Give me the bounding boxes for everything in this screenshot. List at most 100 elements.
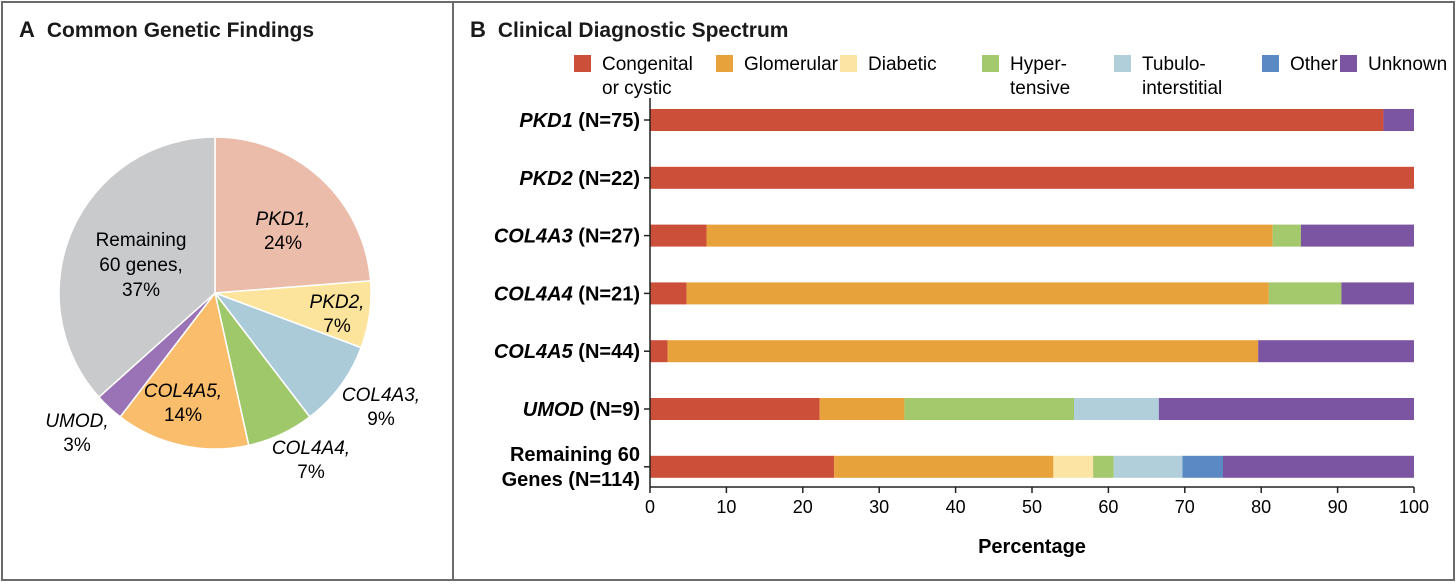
pie-label-value: 7% xyxy=(323,316,351,337)
category-label-remaining-60: Remaining 60 Genes (N=114) xyxy=(502,444,640,491)
pie-label-col4a3: COL4A3, 9% xyxy=(342,385,420,430)
legend-item-tubulointerstitial: Tubulo-interstitial xyxy=(1114,54,1222,99)
bar-segment-umod-glomerular xyxy=(819,398,905,420)
bar-segment-remaining-60-unknown xyxy=(1223,455,1414,478)
legend-item-congenital-or-cystic: Congenital or cystic xyxy=(574,54,693,99)
category-gene: COL4A3 xyxy=(494,226,573,248)
category-label-text: PKD2 (N=22) xyxy=(519,168,640,190)
x-tick-label: 80 xyxy=(1251,497,1271,517)
legend-label: tensive xyxy=(1010,78,1070,99)
bar-segment-col4a3-unknown xyxy=(1300,224,1414,247)
pie-label-text: COL4A4, xyxy=(272,438,350,459)
panel-b: B Clinical Diagnostic Spectrum Congenital… xyxy=(452,1,1455,581)
legend-swatch xyxy=(716,55,733,72)
legend-swatch xyxy=(840,55,857,72)
pie-label-col4a5: COL4A5, 14% xyxy=(144,381,222,426)
x-tick-label: 60 xyxy=(1098,497,1118,517)
bar-chart: Congenital or cystic Glomerular Diabetic Hyp… xyxy=(494,54,1447,558)
bar-segment-col4a5-congenital-or-cystic xyxy=(650,340,668,363)
pie-label-umod: UMOD, 3% xyxy=(45,411,108,456)
category-label-text: COL4A4 (N=21) xyxy=(494,283,640,305)
pie-label-value: 24% xyxy=(264,233,302,254)
x-tick-label: 90 xyxy=(1328,497,1348,517)
pie-label-value: 9% xyxy=(367,409,395,430)
legend-label: Hyper- xyxy=(1010,54,1067,75)
legend-label: Diabetic xyxy=(868,54,937,75)
legend-label: Tubulo- xyxy=(1142,54,1206,75)
legend-swatch xyxy=(1262,55,1279,72)
pie-slice-col4a3 xyxy=(212,291,363,418)
category-label-text: COL4A3 (N=27) xyxy=(494,226,640,248)
pie-label-remaining-60-genes: Remaining 60 genes, 37% xyxy=(96,230,187,301)
panel-a-title-text: Common Genetic Findings xyxy=(46,19,315,42)
x-tick-label: 20 xyxy=(793,497,813,517)
category-label-text: UMOD (N=9) xyxy=(523,399,640,421)
pie-label-col4a4: COL4A4, 7% xyxy=(272,438,350,483)
bar-segment-pkd1-unknown xyxy=(1383,109,1414,131)
legend-swatch xyxy=(982,55,999,72)
category-label-text: Remaining 60 xyxy=(510,444,640,466)
x-tick-label: 70 xyxy=(1175,497,1195,517)
pie-label-pkd1: PKD1, 24% xyxy=(256,209,311,254)
category-gene: PKD2 xyxy=(519,168,572,190)
bar-segment-umod-unknown xyxy=(1158,398,1414,420)
panel-a: A Common Genetic Findings PKD1, 24% PKD2, 7%… xyxy=(1,1,454,581)
category-n: (N=44) xyxy=(573,341,640,363)
x-tick-label: 10 xyxy=(716,497,736,517)
pie-slice-pkd1 xyxy=(214,136,372,294)
x-tick-label: 50 xyxy=(1022,497,1042,517)
bar-segment-col4a4-unknown xyxy=(1341,282,1414,305)
pie-chart: PKD1, 24% PKD2, 7% COL4A3, 9% COL4A4, 7% COL4A5,… xyxy=(45,136,420,483)
bar-segment-col4a3-hypertensive xyxy=(1272,224,1301,247)
category-gene: PKD1 xyxy=(519,110,572,132)
legend-item-other: Other xyxy=(1262,54,1338,75)
bar-segment-col4a5-glomerular xyxy=(667,340,1259,363)
bar-segment-col4a4-congenital-or-cystic xyxy=(650,282,687,305)
pie-label-value: 7% xyxy=(297,462,325,483)
pie-label-text: COL4A5, xyxy=(144,381,222,402)
category-label-n: Genes (N=114) xyxy=(502,469,640,491)
pie-label-pkd2: PKD2, 7% xyxy=(310,292,365,337)
category-label-pkd1: PKD1 (N=75) xyxy=(519,110,640,132)
bar-segment-umod-congenital-or-cystic xyxy=(650,398,820,420)
pie-slice-remaining-60-genes xyxy=(58,136,216,399)
pie-label-value: 3% xyxy=(63,435,91,456)
legend-label: or cystic xyxy=(602,78,672,99)
category-label-umod: UMOD (N=9) xyxy=(523,399,640,421)
x-axis-title: Percentage xyxy=(978,536,1086,558)
bar-segment-remaining-60-glomerular xyxy=(834,455,1054,478)
pie-label-text: COL4A3, xyxy=(342,385,420,406)
bar-segment-pkd2-congenital-or-cystic xyxy=(650,166,1414,189)
legend-label: Glomerular xyxy=(744,54,839,75)
category-n: (N=27) xyxy=(573,226,640,248)
category-label-text: PKD1 (N=75) xyxy=(519,110,640,132)
pie-label-text: 60 genes, xyxy=(99,255,182,276)
x-tick-label: 0 xyxy=(645,497,655,517)
legend-swatch xyxy=(574,55,591,72)
pie-label-text: Remaining xyxy=(96,230,187,251)
category-label-col4a5: COL4A5 (N=44) xyxy=(494,341,640,363)
legend-item-glomerular: Glomerular xyxy=(716,54,839,75)
bar-segment-remaining-60-hypertensive xyxy=(1093,455,1114,478)
category-label-pkd2: PKD2 (N=22) xyxy=(519,168,640,190)
category-n: (N=75) xyxy=(573,110,640,132)
legend-swatch xyxy=(1340,55,1357,72)
category-n: (N=22) xyxy=(573,168,640,190)
legend-label: Congenital xyxy=(602,54,693,75)
category-label-col4a4: COL4A4 (N=21) xyxy=(494,283,640,305)
category-gene: COL4A5 xyxy=(494,341,574,363)
bar-segment-col4a4-hypertensive xyxy=(1268,282,1342,305)
panel-b-title-text: Clinical Diagnostic Spectrum xyxy=(497,19,789,42)
pie-label-text: PKD1, xyxy=(256,209,311,230)
bar-segment-col4a5-unknown xyxy=(1258,340,1414,363)
bar-segment-umod-hypertensive xyxy=(904,398,1075,420)
x-tick-label: 100 xyxy=(1399,497,1429,517)
pie-label-text: PKD2, xyxy=(310,292,365,313)
bar-segment-col4a3-congenital-or-cystic xyxy=(650,224,707,247)
bar-segment-remaining-60-congenital-or-cystic xyxy=(650,455,835,478)
category-n: (N=21) xyxy=(573,283,640,305)
pie-slice-col4a5 xyxy=(119,291,250,450)
legend-swatch xyxy=(1114,55,1131,72)
bar-segment-col4a4-glomerular xyxy=(686,282,1269,305)
panel-b-letter: B xyxy=(470,17,486,42)
